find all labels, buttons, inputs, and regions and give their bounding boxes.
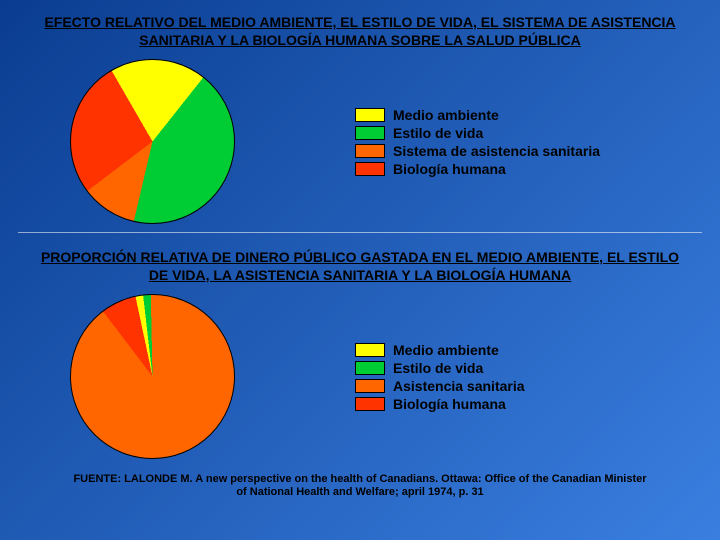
legend-row: Estilo de vida xyxy=(355,125,600,141)
slide-content: EFECTO RELATIVO DEL MEDIO AMBIENTE, EL E… xyxy=(0,0,720,540)
legend-label: Sistema de asistencia sanitaria xyxy=(393,143,600,159)
legend-row: Medio ambiente xyxy=(355,342,525,358)
legend-swatch xyxy=(355,108,385,122)
chart2-pie xyxy=(70,294,235,459)
legend-label: Asistencia sanitaria xyxy=(393,378,525,394)
legend-row: Asistencia sanitaria xyxy=(355,378,525,394)
legend-swatch xyxy=(355,144,385,158)
legend-swatch xyxy=(355,126,385,140)
chart1-legend: Medio ambiente Estilo de vida Sistema de a… xyxy=(355,105,600,179)
legend-swatch xyxy=(355,379,385,393)
chart1-section: Medio ambiente Estilo de vida Sistema de a… xyxy=(0,53,720,230)
legend-row: Biología humana xyxy=(355,396,525,412)
chart2-legend: Medio ambiente Estilo de vida Asistencia s… xyxy=(355,340,525,414)
legend-label: Biología humana xyxy=(393,396,506,412)
legend-label: Estilo de vida xyxy=(393,125,483,141)
source-citation: FUENTE: LALONDE M. A new perspective on … xyxy=(0,465,720,499)
legend-label: Medio ambiente xyxy=(393,107,499,123)
legend-swatch xyxy=(355,343,385,357)
section-divider xyxy=(18,232,702,233)
legend-row: Sistema de asistencia sanitaria xyxy=(355,143,600,159)
legend-label: Medio ambiente xyxy=(393,342,499,358)
legend-swatch xyxy=(355,397,385,411)
legend-label: Biología humana xyxy=(393,161,506,177)
chart1-pie-holder xyxy=(70,59,235,224)
legend-swatch xyxy=(355,361,385,375)
chart1-title: EFECTO RELATIVO DEL MEDIO AMBIENTE, EL E… xyxy=(0,0,720,53)
chart1-pie xyxy=(70,59,235,224)
legend-row: Medio ambiente xyxy=(355,107,600,123)
chart2-pie-holder xyxy=(70,294,235,459)
legend-row: Biología humana xyxy=(355,161,600,177)
legend-row: Estilo de vida xyxy=(355,360,525,376)
legend-label: Estilo de vida xyxy=(393,360,483,376)
chart2-section: Medio ambiente Estilo de vida Asistencia s… xyxy=(0,288,720,465)
chart2-title: PROPORCIÓN RELATIVA DE DINERO PÚBLICO GA… xyxy=(0,235,720,288)
legend-swatch xyxy=(355,162,385,176)
